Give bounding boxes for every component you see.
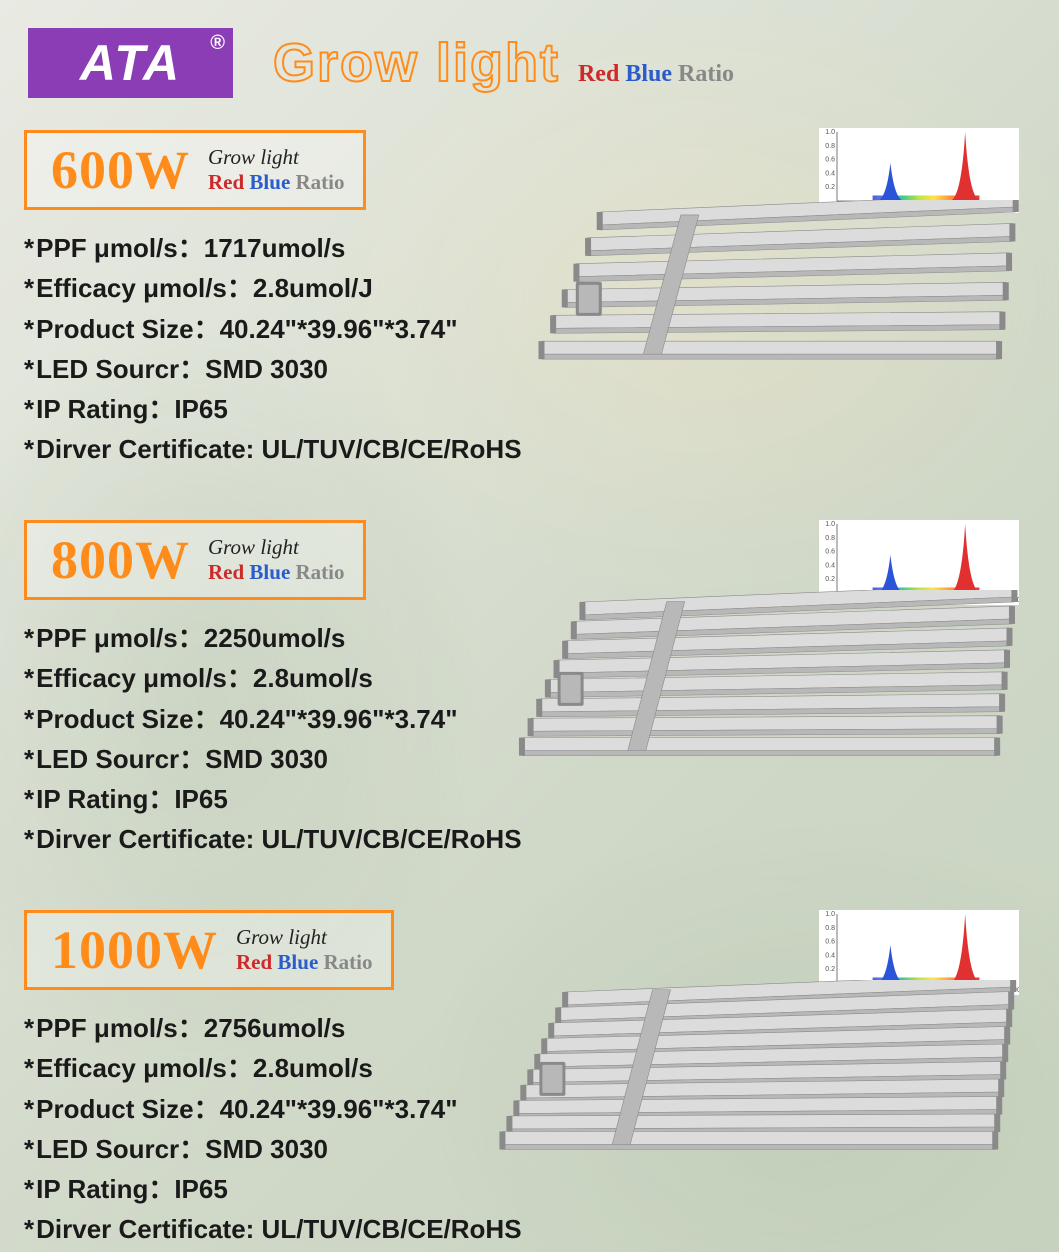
wattage-label: 1000W xyxy=(51,919,218,981)
spec-line: Dirver Certificate: UL/TUV/CB/CE/RoHS xyxy=(24,1209,1035,1249)
wattage-label: 800W xyxy=(51,529,190,591)
spec-line: IP Rating：IP65 xyxy=(24,389,1035,429)
svg-text:0.4: 0.4 xyxy=(825,562,835,569)
title-blue: Blue xyxy=(625,61,672,87)
svg-text:0.6: 0.6 xyxy=(825,549,835,556)
svg-text:0.8: 0.8 xyxy=(825,925,835,932)
svg-text:0.2: 0.2 xyxy=(825,966,835,973)
growlight-label: Grow light xyxy=(208,145,345,170)
rbr-label: Red Blue Ratio xyxy=(236,950,373,975)
rbr-red: Red xyxy=(208,170,244,194)
svg-text:1.0: 1.0 xyxy=(825,521,835,528)
spec-line: Dirver Certificate: UL/TUV/CB/CE/RoHS xyxy=(24,819,1035,859)
rbr-red: Red xyxy=(208,560,244,584)
registered-mark: ® xyxy=(210,32,225,55)
logo-text: ATA xyxy=(80,34,181,92)
rbr-ratio: Ratio xyxy=(324,950,373,974)
spec-line: Dirver Certificate: UL/TUV/CB/CE/RoHS xyxy=(24,429,1035,469)
rbr-ratio: Ratio xyxy=(296,560,345,584)
title-main: Grow light xyxy=(273,32,560,94)
spec-line: IP Rating：IP65 xyxy=(24,1169,1035,1209)
growlight-label: Grow light xyxy=(236,925,373,950)
svg-text:0.6: 0.6 xyxy=(825,939,835,946)
rbr-label: Red Blue Ratio xyxy=(208,170,345,195)
svg-text:0.8: 0.8 xyxy=(825,143,835,150)
product-header: 1000W Grow light Red Blue Ratio xyxy=(24,910,394,990)
page-title: Grow light Red Blue Ratio xyxy=(273,32,734,94)
title-red: Red xyxy=(578,61,619,87)
rbr-blue: Blue xyxy=(249,560,290,584)
rbr-blue: Blue xyxy=(277,950,318,974)
rbr-ratio: Ratio xyxy=(296,170,345,194)
product-header: 600W Grow light Red Blue Ratio xyxy=(24,130,366,210)
fixture-illustration xyxy=(509,590,1049,785)
svg-text:0.4: 0.4 xyxy=(825,170,835,177)
svg-text:0.6: 0.6 xyxy=(825,157,835,164)
product-header: 800W Grow light Red Blue Ratio xyxy=(24,520,366,600)
title-rbr: Red Blue Ratio xyxy=(578,61,734,88)
rbr-label: Red Blue Ratio xyxy=(208,560,345,585)
growlight-label: Grow light xyxy=(208,535,345,560)
svg-text:1.0: 1.0 xyxy=(825,129,835,136)
fixture-illustration xyxy=(529,200,1049,395)
svg-text:0.4: 0.4 xyxy=(825,952,835,959)
brand-logo: ATA ® xyxy=(28,28,233,98)
wattage-label: 600W xyxy=(51,139,190,201)
spec-line: IP Rating：IP65 xyxy=(24,779,1035,819)
svg-text:0.8: 0.8 xyxy=(825,535,835,542)
svg-text:0.2: 0.2 xyxy=(825,184,835,191)
page-header: ATA ® Grow light Red Blue Ratio xyxy=(28,28,1031,98)
fixture-illustration xyxy=(489,980,1049,1175)
rbr-blue: Blue xyxy=(249,170,290,194)
rbr-red: Red xyxy=(236,950,272,974)
title-ratio: Ratio xyxy=(678,61,734,87)
svg-text:1.0: 1.0 xyxy=(825,911,835,918)
svg-text:0.2: 0.2 xyxy=(825,576,835,583)
